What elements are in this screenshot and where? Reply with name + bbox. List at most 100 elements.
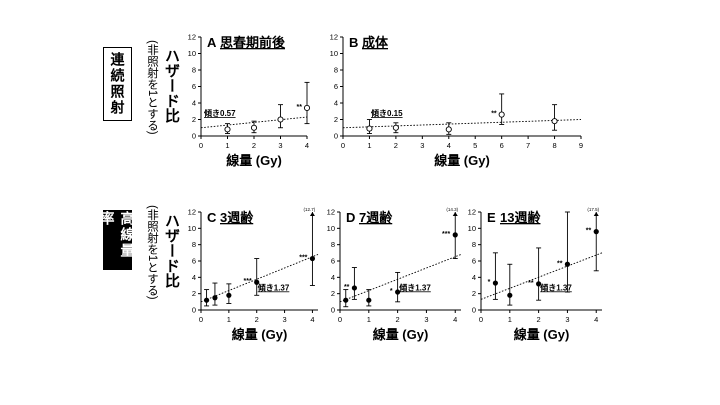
panel-b-ytick-label: 4 [334,99,338,108]
panel-b-ytick-label: 12 [330,33,338,42]
panel-a-point [303,104,311,111]
panel-a-xtick-label: 0 [199,141,203,150]
panel-b-point [392,124,399,131]
panel-d-ytick-label: 12 [327,208,335,217]
panel-c-ytick-label: 12 [188,208,196,217]
panel-e-significance: ** [528,280,534,287]
ylabel-bottom-main: ハザード比 [163,213,180,288]
panel-e-point [492,280,499,286]
panel-b-point [445,126,452,133]
panel-e-point [536,281,542,287]
panel-a-significance: ** [297,104,303,111]
panel-a-letter: A [207,35,217,50]
panel-d-point [452,232,458,238]
panel-b-ytick-label: 0 [334,132,338,141]
panel-c-offscale-arrow [309,212,315,216]
panel-a-ytick-label: 4 [192,99,196,108]
panel-c-xtick-label: 0 [199,315,203,324]
panel-b-xtick-label: 7 [526,141,530,150]
panel-b-xlabel: 線量 (Gy) [434,153,490,168]
panel-e-fit-line [480,252,603,300]
panel-b-xtick-label: 2 [394,141,398,150]
panel-d-point [351,285,358,291]
panel-b-significance: ** [491,111,497,118]
panel-a-xtick-label: 4 [305,141,309,150]
panel-c-fit-line [200,254,319,303]
panel-e-title: 13週齢 [500,210,541,225]
panel-a-slope-label: 傾き0.57 [203,108,236,118]
panel-e-xtick-label: 0 [479,315,483,324]
panel-a-point [277,116,284,123]
panel-a-xtick-label: 3 [278,141,282,150]
panel-c-xtick-label: 4 [310,315,314,324]
panel-b-xtick-label: 9 [579,141,583,150]
panel-a-ytick-label: 12 [188,33,196,42]
panel-d-xtick-label: 4 [453,315,457,324]
panel-a-ytick-label: 6 [192,82,196,91]
panel-c-slope-label: 傾き1.37 [257,282,290,292]
panel-d-offscale-arrow [452,212,458,216]
panel-d-ytick-label: 4 [331,273,335,282]
row-label-continuous: 連続照射 [103,47,132,121]
panel-c-significance: *** [299,255,307,262]
panel-e-xtick-label: 4 [594,315,598,324]
panel-a-ytick-label: 2 [192,115,196,124]
ylabel-top-main: ハザード比 [163,48,180,123]
panel-d-point [343,297,349,303]
panel-b-xtick-label: 1 [367,141,371,150]
panel-a-xtick-label: 1 [225,141,229,150]
panel-e-letter: E [487,210,496,225]
panel-e-xtick-label: 2 [537,315,541,324]
panel-c-ytick-label: 4 [192,273,196,282]
ylabel-bottom-sub: (非照射を1とする) [146,205,158,300]
panel-e-offscale-label: (17.5) [587,207,599,212]
panel-d-ytick-label: 10 [327,224,335,233]
panel-d-xtick-label: 0 [338,315,342,324]
panel-d-fit-line [339,254,462,303]
panel-c-significance: *** [244,278,252,285]
panel-b-ytick-label: 10 [330,49,338,58]
panel-d-offscale-label: (14.3) [446,207,458,212]
panel-c-xtick-label: 2 [255,315,259,324]
panel-c-ytick-label: 10 [188,224,196,233]
panel-c-point [226,292,232,298]
panel-c-ytick-label: 8 [192,240,196,249]
panel-e-point [507,292,513,298]
panel-d-letter: D [346,210,355,225]
panel-a-ytick-label: 10 [188,49,196,58]
panel-e-offscale-arrow [593,212,599,216]
panel-b-point [551,118,558,125]
panel-e-ytick-label: 6 [472,257,476,266]
row-label-high-dose-rate: 高線量率 [100,210,136,270]
panel-c-xlabel: 線量 (Gy) [232,327,288,342]
panel-c-xtick-label: 3 [282,315,286,324]
panel-b-xtick-label: 8 [552,141,556,150]
panel-e-slope-label: 傾き1.37 [539,282,572,292]
panel-e-point [593,229,599,235]
panel-e-ytick-label: 12 [468,208,476,217]
panel-d-title: 7週齢 [359,210,393,225]
row-label-continuous-text: 連続照射 [109,52,126,116]
panel-a-ytick-label: 0 [192,132,196,141]
panel-c-ytick-label: 0 [192,306,196,315]
panel-b-point [366,125,373,132]
panel-d-point [366,297,372,303]
panel-c-point [254,279,260,285]
panel-e-ytick-label: 8 [472,240,476,249]
panel-b-xtick-label: 5 [473,141,477,150]
panel-a-xtick-label: 2 [252,141,256,150]
panel-c-point [212,295,218,301]
panel-c-letter: C [207,210,217,225]
panel-e-xtick-label: 3 [565,315,569,324]
panel-d-significance: ** [344,284,350,291]
panel-c-offscale-label: (12.7) [304,207,316,212]
panel-d-ytick-label: 6 [331,257,335,266]
panel-e-point [564,261,571,267]
panel-d-ytick-label: 8 [331,240,335,249]
panel-c-point [203,297,210,303]
panel-a-title: 思春期前後 [220,35,286,50]
panel-d-xtick-label: 3 [424,315,428,324]
panel-b-xtick-label: 3 [420,141,424,150]
panel-e-significance: ** [557,260,563,267]
